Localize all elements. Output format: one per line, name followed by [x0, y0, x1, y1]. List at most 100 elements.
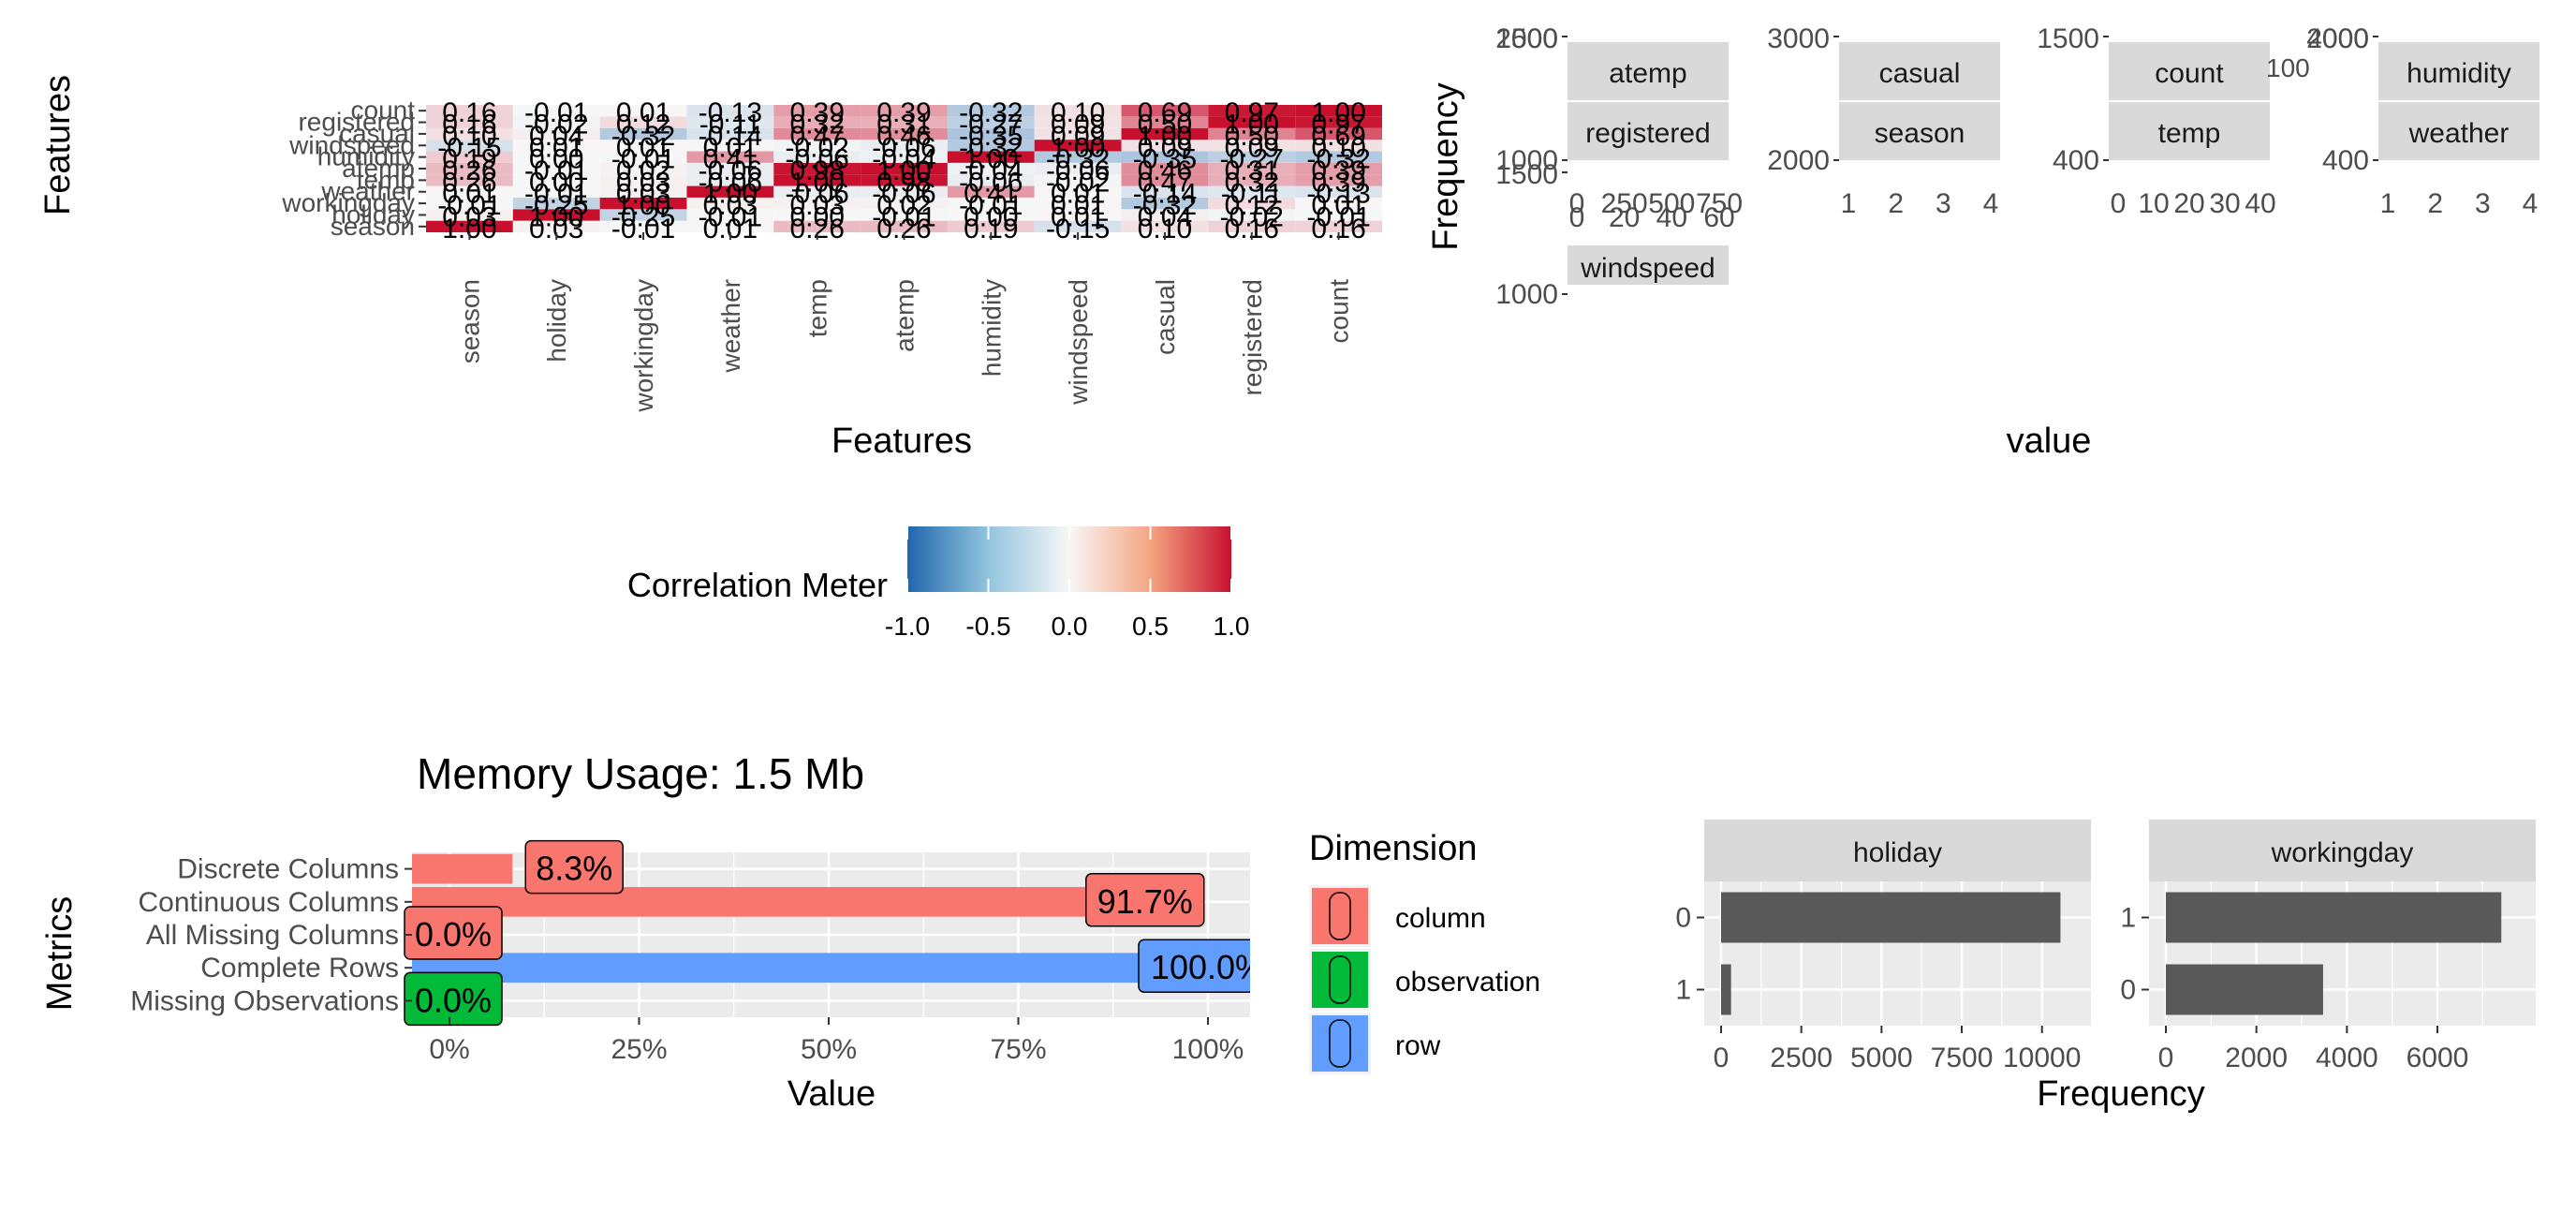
heatmap-xlabel: Features	[832, 422, 972, 461]
histogram-xlabel: value	[2007, 422, 2092, 461]
heatmap-cell	[773, 116, 861, 128]
heatmap-cell	[861, 185, 948, 198]
heatmap-xtick-label: humidity	[977, 279, 1006, 377]
heatmap-cell	[947, 174, 1035, 186]
heatmap-cell	[686, 116, 774, 128]
heatmap-cell	[1208, 162, 1296, 175]
heatmap-cell	[861, 162, 948, 175]
legend-key-glyph	[1329, 955, 1351, 1004]
facet-strip-label: count	[2155, 58, 2224, 89]
histogram-panel-temp: count temp 1500 400 0 10 20 30 40	[2037, 23, 2275, 219]
heatmap-cell-label: 0.97	[1225, 97, 1279, 128]
heatmap-cell	[426, 105, 513, 117]
intro-title: Memory Usage: 1.5 Mb	[417, 749, 864, 798]
heatmap-cell	[861, 116, 948, 128]
heatmap-cell-label: 0.19	[442, 144, 496, 175]
intro-bars: 8.3% 91.7% 0.0% 100.0% 0.0%	[404, 839, 1306, 1027]
heatmap-cell-label: -0.04	[959, 155, 1023, 186]
facet-strip	[2109, 102, 2270, 160]
heatmap-cell-label: -0.01	[699, 201, 762, 232]
heatmap-cell-label: 0.41	[964, 179, 1018, 210]
heatmap-cell	[773, 127, 861, 141]
heatmap-cell-label: -0.11	[699, 110, 761, 141]
histogram-panel-season: casual season 3000 2000 1 2 3 4	[1767, 23, 2000, 219]
heatmap-cell	[1295, 105, 1382, 117]
legend-key	[1312, 888, 1368, 944]
heatmap-cell-label: 0.50	[1138, 110, 1192, 141]
heatmap-cell	[512, 220, 600, 232]
facet-strip-label: holiday	[1853, 837, 1942, 868]
heatmap-cell-label: -0.32	[959, 132, 1023, 163]
heatmap-cell	[1121, 220, 1209, 232]
heatmap-cell-label: 0.32	[1225, 167, 1279, 198]
heatmap-cell	[512, 116, 600, 128]
intro-ytick-label: Discrete Columns	[177, 854, 399, 885]
heatmap-cell	[426, 220, 513, 232]
facet-strip	[1839, 42, 2000, 100]
discrete-bar-facets: Frequency holiday 0 1 0 2500 5000 7500 10000 wor…	[1675, 820, 2536, 1114]
heatmap-cell	[947, 151, 1035, 163]
discrete-bar	[2166, 964, 2323, 1015]
intro-bar-chart: Memory Usage: 1.5 Mb Metrics Value 8.3% 9…	[40, 749, 1306, 1114]
hist-xtick-label: 750	[1696, 188, 1743, 219]
heatmap-cell-label: 0.47	[1138, 167, 1192, 198]
heatmap-cell	[1208, 197, 1296, 210]
intro-legend-items: column observation row	[1309, 885, 1540, 1074]
heatmap-cell	[599, 220, 687, 232]
heatmap-cell-label: 0.97	[1311, 110, 1365, 141]
heatmap-cell	[1034, 105, 1122, 117]
heatmap-cell-label: 0.01	[703, 132, 758, 163]
heatmap-ytick-label: temp	[357, 165, 415, 194]
heatmap-cell-label: 1.00	[703, 179, 758, 210]
heatmap-cell-label: -0.32	[1046, 144, 1110, 175]
heatmap-cell	[773, 162, 861, 175]
heatmap-cell-label: 0.02	[876, 190, 931, 221]
discrete-bar	[1721, 964, 1731, 1015]
heatmap-cell-label: 0.31	[876, 110, 931, 141]
heatmap-cell	[1295, 140, 1382, 152]
heatmap-xtick-label: count	[1325, 279, 1354, 344]
hist-xtick-label: 2	[1888, 188, 1904, 219]
heatmap-cell	[512, 127, 600, 141]
hist-ytick-label: 1500	[1495, 159, 1558, 190]
heatmap-cell	[426, 127, 513, 141]
heatmap-cell-label: 0.26	[442, 167, 496, 198]
hist-ytick-label: 400	[2322, 145, 2369, 176]
heatmap-cell	[426, 209, 513, 221]
heatmap-cell	[947, 209, 1035, 221]
heatmap-cell	[1034, 185, 1122, 198]
hist-ytick-label: 3000	[1767, 23, 1830, 54]
hist-xtick-label: 30	[2209, 188, 2240, 219]
heatmap-cell	[1034, 197, 1122, 210]
heatmap-cell	[861, 209, 948, 221]
heatmap-cell-label: -0.01	[524, 179, 588, 210]
heatmap-cell-label: 0.04	[529, 121, 583, 152]
hist-xtick-label: 4	[1983, 188, 1999, 219]
heatmap-cell-label: -0.27	[959, 110, 1023, 141]
discrete-ytick-label: 1	[2120, 903, 2136, 934]
heatmap-cell-label: 0.09	[1225, 132, 1279, 163]
intro-bar-label: 100.0%	[1151, 948, 1265, 986]
heatmap-cell-label: 0.00	[964, 201, 1018, 232]
heatmap-legend-ticks: -1.0 -0.5 0.0 0.5 1.0	[885, 526, 1249, 641]
heatmap-cell	[426, 185, 513, 198]
heatmap-cell-label: 0.01	[1051, 201, 1105, 232]
heatmap-cell-label: -0.06	[785, 179, 848, 210]
heatmap-cell-label: 0.01	[1051, 190, 1105, 221]
heatmap-cell	[686, 151, 774, 163]
legend-tick-label: -1.0	[885, 612, 930, 641]
facet-strip	[1704, 820, 2091, 881]
intro-bar-label-box	[1085, 873, 1205, 927]
intro-bar-label-box	[404, 971, 503, 1027]
barpanels-xlabel: Frequency	[2037, 1074, 2205, 1114]
heatmap-cell-label: 0.03	[442, 201, 496, 232]
intro-xtick-label: 100%	[1172, 1034, 1244, 1065]
heatmap-cell-label: -0.02	[1046, 167, 1110, 198]
heatmap-cell	[686, 162, 774, 175]
intro-ytick-label: Complete Rows	[200, 953, 399, 984]
heatmap-cell-label: 0.00	[529, 167, 583, 198]
heatmap-ytick-labels: seasonholidayworkingdayweathertempatemph…	[281, 96, 426, 241]
